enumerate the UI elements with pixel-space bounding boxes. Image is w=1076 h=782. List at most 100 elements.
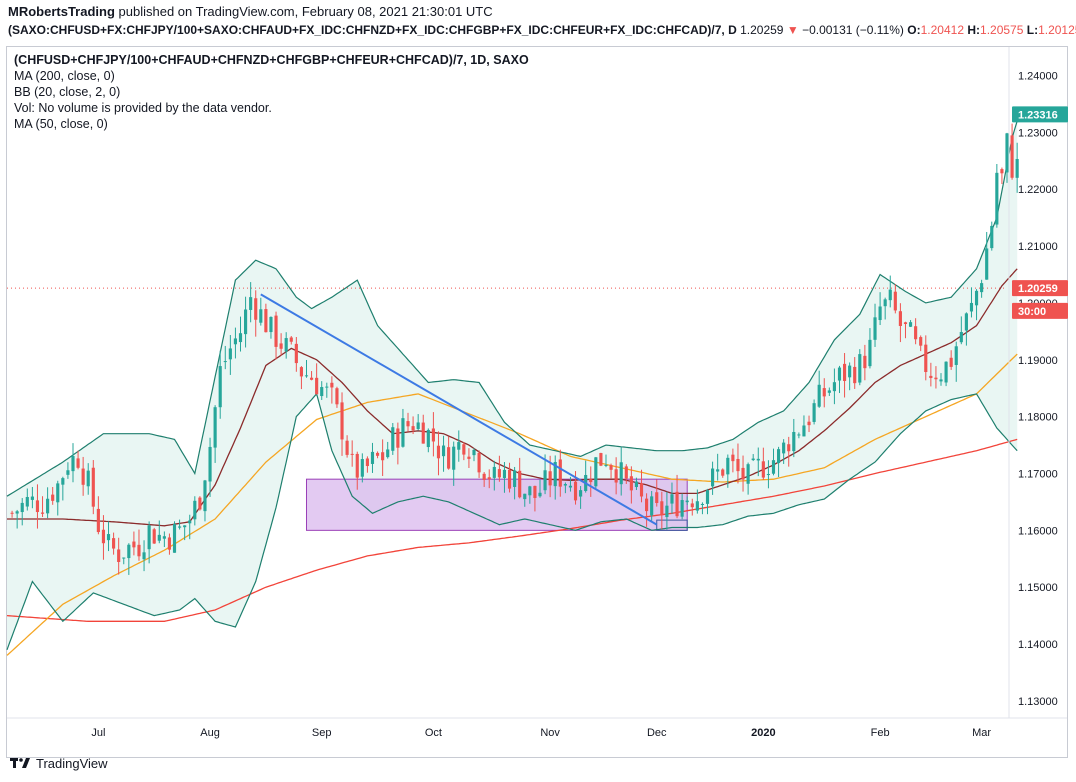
candle[interactable]	[66, 462, 70, 479]
candle[interactable]	[883, 297, 887, 320]
small-rectangle[interactable]	[656, 519, 688, 531]
candle[interactable]	[431, 412, 435, 457]
candle[interactable]	[401, 408, 405, 448]
candle[interactable]	[492, 460, 496, 491]
candle[interactable]	[208, 437, 212, 497]
candle[interactable]	[340, 392, 344, 456]
candle[interactable]	[386, 441, 390, 459]
candle[interactable]	[162, 531, 166, 548]
candle[interactable]	[167, 533, 172, 555]
candle[interactable]	[375, 451, 380, 459]
candle[interactable]	[477, 450, 481, 478]
candle[interactable]	[888, 275, 892, 308]
candle[interactable]	[106, 521, 111, 552]
candle[interactable]	[558, 449, 562, 497]
candle[interactable]	[147, 521, 151, 564]
candle[interactable]	[908, 320, 913, 328]
candle[interactable]	[325, 382, 329, 398]
candle[interactable]	[81, 456, 85, 496]
candle[interactable]	[827, 387, 831, 396]
candle[interactable]	[568, 476, 573, 492]
candle[interactable]	[101, 515, 106, 560]
candle[interactable]	[279, 333, 283, 356]
candle[interactable]	[213, 405, 217, 463]
candle[interactable]	[990, 221, 994, 251]
candle[interactable]	[259, 297, 263, 326]
candle[interactable]	[731, 448, 735, 473]
candle[interactable]	[893, 284, 897, 314]
candle[interactable]	[736, 443, 740, 484]
candle[interactable]	[238, 316, 243, 352]
candle[interactable]	[1010, 123, 1014, 180]
candle[interactable]	[756, 447, 760, 477]
candle[interactable]	[269, 316, 273, 339]
candle[interactable]	[782, 439, 786, 464]
candle[interactable]	[954, 341, 958, 382]
candle[interactable]	[553, 455, 557, 500]
candle[interactable]	[40, 496, 45, 518]
candle[interactable]	[533, 485, 537, 512]
candle[interactable]	[249, 282, 253, 323]
candle[interactable]	[919, 335, 923, 352]
candle[interactable]	[335, 386, 339, 408]
legend-title[interactable]: (CHFUSD+CHFJPY/100+CHFAUD+CHFNZD+CHFGBP+…	[14, 53, 529, 67]
candle[interactable]	[223, 345, 227, 370]
candle[interactable]	[254, 290, 258, 337]
candle[interactable]	[132, 531, 136, 556]
candle[interactable]	[716, 453, 720, 481]
candle[interactable]	[528, 485, 532, 504]
candle[interactable]	[614, 457, 618, 495]
candle[interactable]	[863, 344, 867, 381]
candle[interactable]	[25, 488, 29, 511]
candle[interactable]	[447, 436, 451, 470]
candle[interactable]	[837, 365, 842, 394]
candle[interactable]	[594, 456, 598, 490]
candle[interactable]	[624, 464, 628, 485]
candle[interactable]	[787, 436, 791, 467]
candle[interactable]	[188, 514, 192, 540]
candle[interactable]	[822, 378, 826, 408]
candle[interactable]	[396, 422, 400, 465]
candle[interactable]	[416, 414, 420, 431]
candle[interactable]	[985, 231, 989, 280]
candle[interactable]	[929, 362, 933, 387]
candle[interactable]	[792, 418, 796, 458]
candle[interactable]	[122, 557, 126, 565]
candle[interactable]	[320, 381, 324, 400]
candle[interactable]	[91, 460, 95, 515]
candle[interactable]	[675, 474, 679, 519]
tradingview-footer[interactable]: TradingView	[10, 756, 108, 771]
candle[interactable]	[183, 525, 187, 541]
candle[interactable]	[807, 415, 811, 433]
candle[interactable]	[1005, 132, 1009, 183]
candle[interactable]	[345, 435, 349, 458]
candle[interactable]	[726, 454, 730, 488]
candle[interactable]	[903, 321, 908, 339]
candle[interactable]	[639, 469, 644, 503]
legend-ma200[interactable]: MA (200, close, 0)	[14, 69, 115, 83]
candle[interactable]	[381, 439, 385, 477]
candle[interactable]	[370, 442, 375, 473]
candle[interactable]	[817, 370, 821, 408]
candle[interactable]	[193, 496, 197, 526]
candle[interactable]	[645, 493, 649, 527]
candle[interactable]	[86, 463, 90, 495]
bb-lower-line[interactable]	[6, 392, 1018, 651]
candle[interactable]	[949, 350, 953, 370]
candle[interactable]	[1015, 142, 1019, 193]
candle[interactable]	[421, 414, 425, 444]
candle[interactable]	[137, 529, 141, 561]
candle[interactable]	[152, 527, 156, 544]
candle[interactable]	[299, 366, 303, 390]
candle[interactable]	[711, 461, 715, 495]
candle[interactable]	[959, 316, 963, 345]
candle[interactable]	[513, 466, 517, 500]
candle[interactable]	[487, 469, 491, 489]
candle[interactable]	[858, 349, 862, 386]
candle[interactable]	[309, 371, 314, 381]
candle[interactable]	[629, 466, 633, 504]
candle[interactable]	[350, 440, 354, 467]
candle[interactable]	[705, 488, 710, 515]
publisher-name[interactable]: MRobertsTrading	[8, 4, 115, 19]
